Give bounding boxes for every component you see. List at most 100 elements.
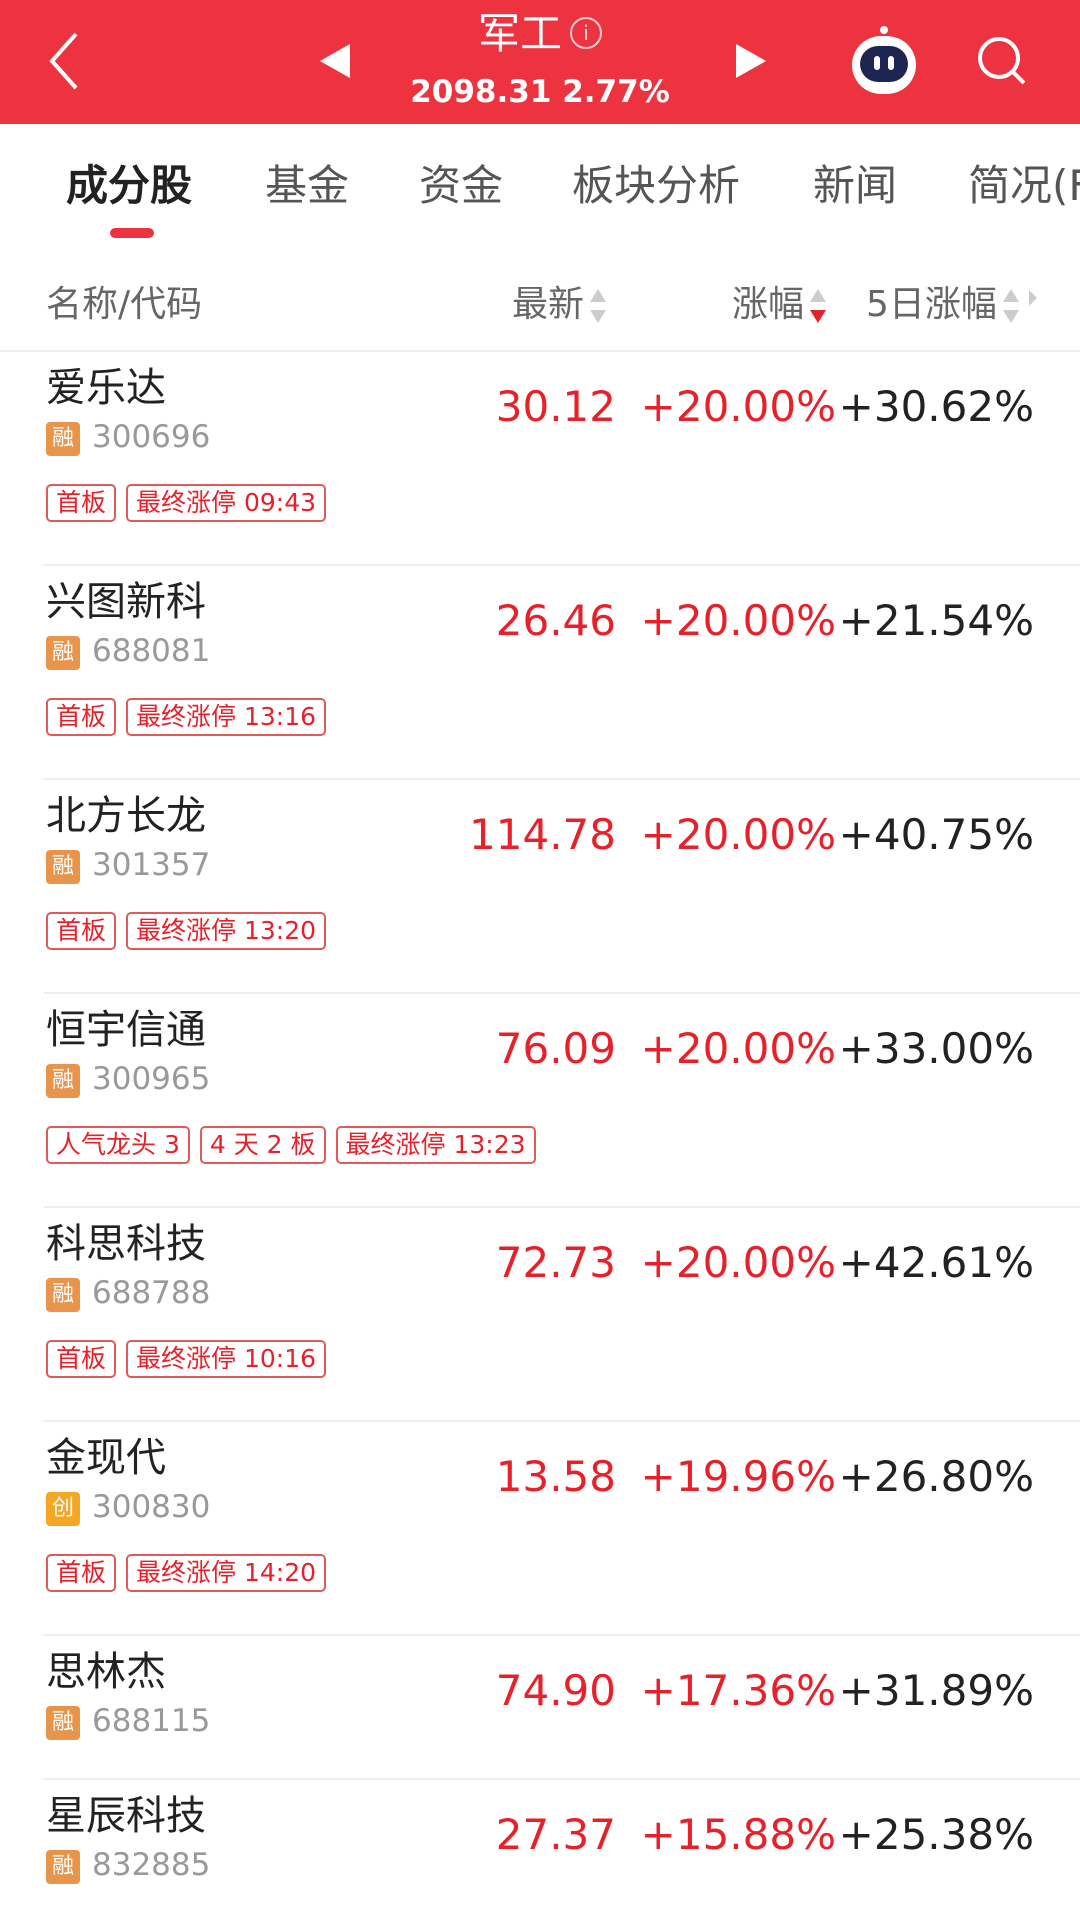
row-divider — [44, 1420, 1080, 1422]
tag-list: 首板 最终涨停 10:16 — [46, 1340, 336, 1378]
info-icon[interactable]: i — [570, 17, 602, 49]
top-bar: 军工 i 2098.31 2.77% — [0, 0, 1080, 124]
stock-code: 688788 — [92, 1275, 211, 1311]
stock-name: 星辰科技 — [46, 1793, 206, 1839]
col-change-5d[interactable]: 5日涨幅 — [866, 280, 1037, 330]
change-pct: +20.00% — [640, 1024, 836, 1073]
row-divider — [44, 992, 1080, 994]
stock-tag: 首板 — [46, 698, 117, 736]
row-divider — [44, 564, 1080, 566]
stock-tag: 首板 — [46, 484, 117, 522]
stock-name: 北方长龙 — [46, 793, 206, 839]
row-divider — [44, 778, 1080, 780]
change-5d-pct: +25.38% — [838, 1810, 1034, 1859]
col-name-code: 名称/代码 — [46, 284, 203, 325]
margin-badge: 融 — [46, 850, 80, 884]
stock-tag: 最终涨停 09:43 — [126, 484, 327, 522]
stock-tag: 人气龙头 3 — [46, 1126, 190, 1164]
stock-tag: 最终涨停 13:20 — [126, 912, 327, 950]
latest-price: 76.09 — [495, 1024, 616, 1073]
stock-code-line: 融 832885 — [46, 1845, 210, 1885]
tag-list: 首板 最终涨停 14:20 — [46, 1554, 336, 1592]
margin-badge: 创 — [46, 1492, 80, 1526]
stock-row[interactable]: 恒宇信通 融 300965 76.09 +20.00% +33.00% 人气龙头 … — [0, 994, 1080, 1208]
change-pct: +15.88% — [640, 1810, 836, 1859]
stock-code-line: 融 301357 — [46, 845, 210, 885]
tab-constituents[interactable]: 成分股 — [66, 161, 193, 210]
col-change[interactable]: 涨幅 — [732, 280, 827, 330]
row-divider — [44, 1778, 1080, 1780]
tab-sector-analysis[interactable]: 板块分析 — [572, 161, 741, 210]
margin-badge: 融 — [46, 1850, 80, 1884]
stock-code-line: 融 688081 — [46, 631, 210, 671]
tag-list: 首板 最终涨停 09:43 — [46, 484, 336, 522]
column-header: 名称/代码 最新 涨幅 5日涨幅 — [0, 270, 1080, 352]
stock-name: 金现代 — [46, 1435, 166, 1481]
change-pct: +19.96% — [640, 1452, 836, 1501]
change-pct: +20.00% — [640, 1238, 836, 1287]
col-latest[interactable]: 最新 — [512, 280, 607, 330]
stock-code: 300696 — [92, 419, 211, 455]
sector-quote: 2098.31 2.77% — [410, 74, 670, 110]
stock-row[interactable]: 金现代 创 300830 13.58 +19.96% +26.80% 首板 最终涨停… — [0, 1422, 1080, 1636]
latest-price: 13.58 — [495, 1452, 616, 1501]
active-tab-indicator — [110, 228, 154, 238]
margin-badge: 融 — [46, 1064, 80, 1098]
stock-tag: 首板 — [46, 912, 117, 950]
change-5d-pct: +40.75% — [838, 810, 1034, 859]
stock-code: 688081 — [92, 633, 211, 669]
stock-name: 兴图新科 — [46, 579, 206, 625]
stock-name: 科思科技 — [46, 1221, 206, 1267]
stock-code-line: 融 300696 — [46, 417, 210, 457]
tab-funds[interactable]: 基金 — [265, 161, 350, 210]
stock-tag: 最终涨停 13:23 — [335, 1126, 536, 1164]
stock-row[interactable]: 兴图新科 融 688081 26.46 +20.00% +21.54% 首板 最终涨… — [0, 566, 1080, 780]
latest-price: 30.12 — [495, 382, 616, 431]
change-5d-pct: +26.80% — [838, 1452, 1034, 1501]
search-icon[interactable] — [975, 34, 1027, 86]
stock-code: 300830 — [92, 1489, 211, 1525]
stock-code-line: 融 688115 — [46, 1701, 210, 1741]
col-change-label: 涨幅 — [732, 284, 805, 325]
tab-news[interactable]: 新闻 — [813, 161, 898, 210]
back-icon[interactable] — [44, 30, 84, 92]
latest-price: 74.90 — [495, 1666, 616, 1715]
sort-icon — [1002, 289, 1019, 323]
assistant-robot-icon[interactable] — [852, 26, 916, 94]
stock-row[interactable]: 北方长龙 融 301357 114.78 +20.00% +40.75% 首板 最终… — [0, 780, 1080, 994]
stock-tag: 最终涨停 14:20 — [126, 1554, 327, 1592]
stock-tag: 最终涨停 10:16 — [126, 1340, 327, 1378]
row-divider — [44, 1634, 1080, 1636]
stock-name: 思林杰 — [46, 1649, 166, 1695]
latest-price: 26.46 — [495, 596, 616, 645]
stock-code-line: 创 300830 — [46, 1487, 210, 1527]
stock-row[interactable]: 思林杰 融 688115 74.90 +17.36% +31.89% — [0, 1636, 1080, 1780]
stock-code-line: 融 688788 — [46, 1273, 210, 1313]
tag-list: 首板 最终涨停 13:20 — [46, 912, 336, 950]
stock-code: 300965 — [92, 1061, 211, 1097]
change-pct: +17.36% — [640, 1666, 836, 1715]
stock-row[interactable]: 星辰科技 融 832885 27.37 +15.88% +25.38% — [0, 1780, 1080, 1924]
tab-overview[interactable]: 简况(F — [968, 161, 1080, 210]
margin-badge: 融 — [46, 1706, 80, 1740]
stock-tag: 首板 — [46, 1340, 117, 1378]
margin-badge: 融 — [46, 1278, 80, 1312]
sector-title[interactable]: 军工 i — [0, 8, 1080, 60]
scroll-right-icon[interactable] — [1028, 290, 1037, 306]
previous-sector-icon[interactable] — [320, 44, 350, 78]
next-sector-icon[interactable] — [736, 44, 766, 78]
stock-code: 832885 — [92, 1847, 211, 1883]
latest-price: 72.73 — [495, 1238, 616, 1287]
row-divider — [44, 1206, 1080, 1208]
stock-row[interactable]: 爱乐达 融 300696 30.12 +20.00% +30.62% 首板 最终涨停… — [0, 352, 1080, 566]
margin-badge: 融 — [46, 422, 80, 456]
change-5d-pct: +42.61% — [838, 1238, 1034, 1287]
latest-price: 114.78 — [469, 810, 616, 859]
sort-icon — [590, 289, 607, 323]
stock-tag: 4 天 2 板 — [199, 1126, 326, 1164]
stock-row[interactable]: 科思科技 融 688788 72.73 +20.00% +42.61% 首板 最终涨… — [0, 1208, 1080, 1422]
tab-capital[interactable]: 资金 — [419, 161, 504, 210]
stock-code: 688115 — [92, 1703, 211, 1739]
stock-tag: 最终涨停 13:16 — [126, 698, 327, 736]
